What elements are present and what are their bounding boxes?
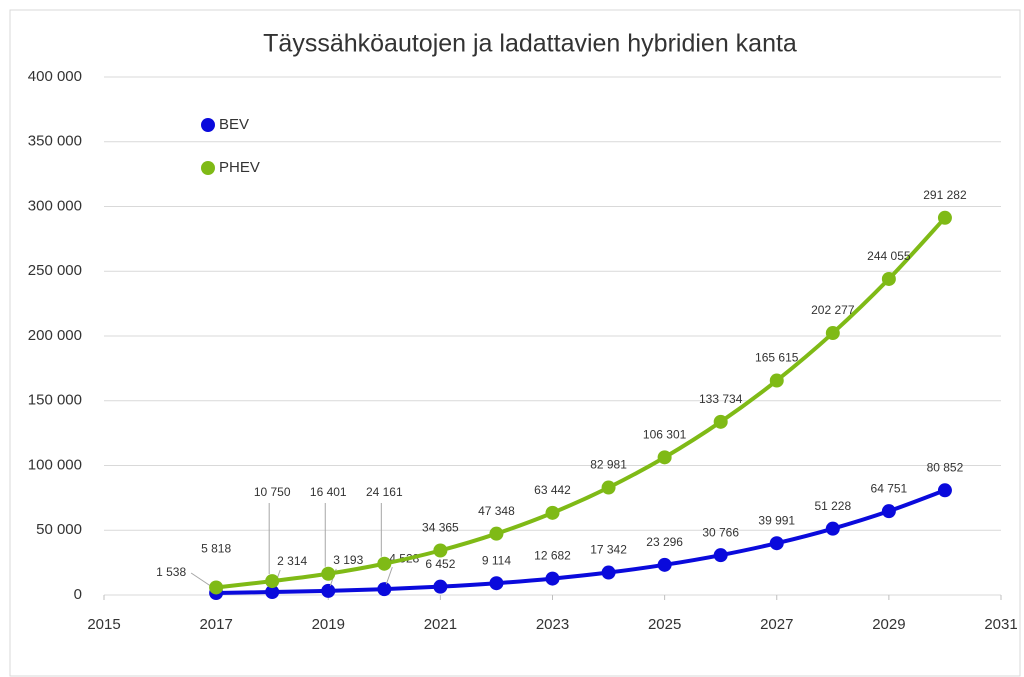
- data-point: [769, 373, 784, 388]
- data-label: 9 114: [482, 553, 511, 567]
- data-label: 133 734: [699, 392, 743, 406]
- data-point: [209, 580, 224, 595]
- data-point: [433, 579, 448, 594]
- y-tick-label: 300 000: [28, 197, 82, 214]
- data-point: [377, 582, 392, 597]
- data-point: [825, 521, 840, 536]
- data-point: [489, 526, 504, 541]
- legend-label: PHEV: [219, 159, 260, 176]
- data-point: [433, 543, 448, 558]
- data-point: [601, 565, 616, 580]
- data-point: [713, 414, 728, 429]
- data-point: [769, 536, 784, 551]
- x-tick-label: 2021: [424, 616, 457, 633]
- legend-marker: [201, 161, 215, 175]
- data-point: [265, 585, 280, 600]
- data-label: 3 193: [333, 553, 363, 567]
- chart-title: Täyssähköautojen ja ladattavien hybridie…: [263, 30, 797, 58]
- data-label: 24 161: [366, 485, 403, 499]
- data-point: [657, 450, 672, 465]
- data-label: 291 282: [923, 188, 967, 202]
- data-label: 6 452: [425, 557, 455, 571]
- legend-marker: [201, 118, 215, 132]
- x-tick-label: 2019: [312, 616, 345, 633]
- data-label: 82 981: [590, 458, 627, 472]
- data-label: 34 365: [422, 521, 459, 535]
- data-label: 165 615: [755, 351, 799, 365]
- data-point: [489, 576, 504, 591]
- y-tick-label: 250 000: [28, 262, 82, 279]
- data-label: 5 818: [201, 542, 231, 556]
- data-label: 23 296: [646, 535, 683, 549]
- leader-line: [385, 566, 393, 585]
- data-point: [321, 583, 336, 598]
- data-point: [321, 566, 336, 581]
- data-label: 1 538: [156, 565, 186, 579]
- data-point: [825, 326, 840, 341]
- data-label: 47 348: [478, 504, 515, 518]
- x-tick-label: 2025: [648, 616, 681, 633]
- data-label: 17 342: [590, 543, 627, 557]
- data-point: [545, 571, 560, 586]
- data-label: 12 682: [534, 549, 571, 563]
- y-tick-label: 400 000: [28, 68, 82, 85]
- x-tick-label: 2015: [87, 616, 120, 633]
- data-label: 63 442: [534, 483, 571, 497]
- data-point: [545, 505, 560, 520]
- data-label: 10 750: [254, 485, 291, 499]
- y-tick-label: 200 000: [28, 327, 82, 344]
- x-tick-label: 2027: [760, 616, 793, 633]
- data-label: 202 277: [811, 303, 855, 317]
- legend-label: BEV: [219, 116, 249, 133]
- data-point: [265, 574, 280, 589]
- y-tick-label: 350 000: [28, 133, 82, 150]
- data-point: [601, 480, 616, 495]
- data-point: [881, 271, 896, 286]
- data-point: [377, 556, 392, 571]
- x-tick-label: 2029: [872, 616, 905, 633]
- data-label: 244 055: [867, 249, 911, 263]
- data-point: [657, 557, 672, 572]
- data-label: 64 751: [871, 481, 908, 495]
- data-label: 80 852: [927, 460, 964, 474]
- x-tick-label: 2031: [984, 616, 1017, 633]
- leader-line: [190, 572, 213, 588]
- data-point: [713, 548, 728, 563]
- chart-frame: [9, 9, 1021, 677]
- data-point: [937, 483, 952, 498]
- data-label: 16 401: [310, 485, 347, 499]
- y-tick-label: 100 000: [28, 456, 82, 473]
- data-label: 51 228: [814, 499, 851, 513]
- x-tick-label: 2023: [536, 616, 569, 633]
- y-tick-label: 0: [74, 586, 82, 603]
- data-label: 39 991: [758, 513, 795, 527]
- data-point: [881, 504, 896, 519]
- y-tick-label: 50 000: [36, 521, 82, 538]
- data-point: [937, 210, 952, 225]
- x-tick-label: 2017: [199, 616, 232, 633]
- data-label: 30 766: [702, 525, 739, 539]
- data-label: 2 314: [277, 554, 307, 568]
- data-label: 106 301: [643, 428, 687, 442]
- y-tick-label: 150 000: [28, 392, 82, 409]
